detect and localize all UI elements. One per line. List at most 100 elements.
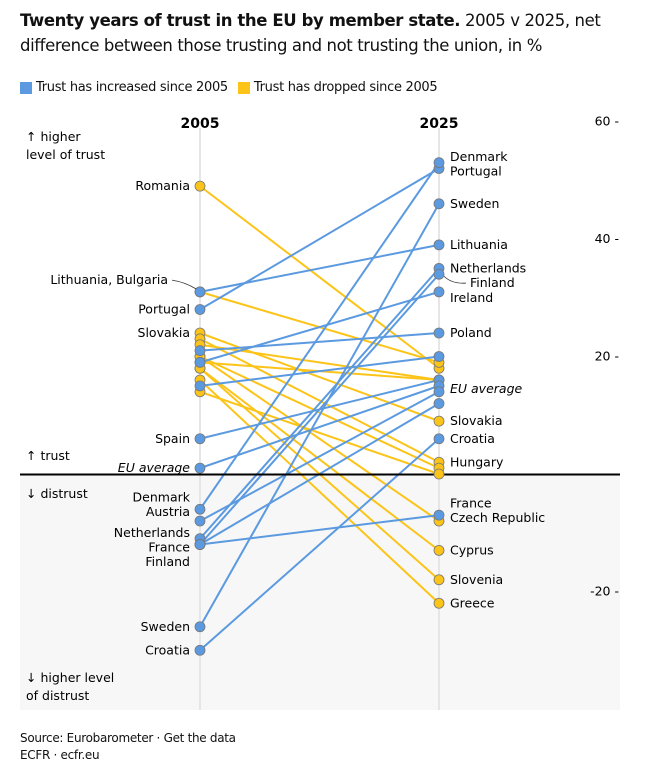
slope-line-eu-average [199, 384, 440, 470]
label-2005: Finland [145, 554, 190, 569]
legend-item-decrease: Trust has dropped since 2005 [237, 80, 438, 95]
slope-line-portugal [199, 167, 440, 311]
slope-line-romania [199, 185, 440, 370]
slope-line-lithuania [199, 243, 440, 293]
dot-2025-slovenia [433, 574, 445, 586]
label-2005: Romania [135, 178, 190, 193]
label-2025: Sweden [450, 196, 499, 211]
dot-2025-malta [433, 351, 445, 362]
legend-label-decrease: Trust has dropped since 2005 [253, 80, 438, 95]
dots [194, 157, 445, 656]
label-2025: Netherlands [450, 260, 526, 275]
annotation-distrust: ↓ distrust [26, 486, 88, 501]
leader-line [171, 279, 197, 290]
dot-2025-poland [433, 327, 445, 339]
dot-2025-lithuania [433, 239, 445, 251]
annotation-trust: ↑ trust [26, 448, 70, 463]
label-2025: Slovenia [450, 572, 503, 587]
slope-line-sweden [199, 203, 440, 628]
y-tick-label: 20 - [595, 349, 619, 364]
dot-2025-ireland [433, 286, 445, 298]
label-2005: Croatia [145, 642, 190, 657]
label-2005: Austria [146, 504, 190, 519]
label-2025: Czech Republic [450, 510, 545, 525]
legend-label-increase: Trust has increased since 2005 [36, 80, 228, 95]
dot-2025-sweden [433, 198, 445, 210]
dot-2025-austria [433, 386, 445, 398]
annotation-higher-trust-1: ↑ higher [26, 129, 81, 144]
dot-2025-france [433, 509, 445, 521]
slope-line-greece [199, 379, 440, 604]
label-2025: Hungary [450, 454, 504, 469]
dot-2025-finland [433, 268, 445, 280]
label-2025: Croatia [450, 431, 495, 446]
credit: ECFR · ecfr.eu [20, 748, 100, 762]
dot-2005-sweden [194, 621, 206, 633]
slope-line-poland [199, 332, 440, 352]
dot-2005-germany [194, 539, 206, 550]
slope-line-czech-republic [199, 355, 440, 522]
slope-line-hungary [199, 337, 440, 464]
slope-lines [199, 162, 440, 651]
label-2025: Poland [450, 325, 492, 340]
label-2025: Denmark [450, 149, 508, 164]
label-2005: Lithuania, Bulgaria [50, 272, 168, 287]
dot-2005-croatia [194, 644, 206, 656]
dot-2005-poland [194, 345, 206, 357]
y-tick-label: 40 - [595, 231, 619, 246]
dot-2025-denmark [433, 157, 445, 169]
dot-2005-austria [194, 515, 206, 527]
dot-2005-lithuania [194, 286, 206, 298]
label-2005: France [148, 539, 190, 554]
label-2025: France [450, 495, 492, 510]
label-2005: EU average [118, 460, 191, 475]
labels: Romania Lithuania, Bulgaria Portugal Slovak… [50, 149, 545, 658]
label-2025: Finland [470, 275, 515, 290]
y-tick-label: -20 - [590, 584, 619, 599]
y-tick-label: 60 - [595, 114, 619, 129]
dot-2005-malta [194, 380, 206, 392]
label-2005: Netherlands [114, 525, 190, 540]
annotation-higher-trust-2: level of trust [26, 147, 105, 162]
dot-2025-slovakia [433, 415, 445, 427]
dot-2005-portugal [194, 304, 206, 315]
label-2005: Slovakia [138, 325, 190, 340]
slope-line-malta [199, 355, 440, 387]
slope-line-ireland [199, 290, 440, 364]
label-2005: Denmark [133, 490, 191, 505]
dot-2005-eu-average [194, 462, 206, 474]
source-note: Source: Eurobarometer · Get the data [20, 731, 236, 745]
label-2005: Sweden [141, 619, 190, 634]
footer: Source: Eurobarometer · Get the data ECF… [20, 730, 236, 764]
label-2005: Portugal [138, 302, 190, 317]
dot-2005-ireland [194, 356, 206, 368]
slope-line-france [199, 514, 440, 546]
leader-line [443, 275, 467, 284]
dot-2025-latvia [433, 468, 445, 480]
label-2005: Spain [155, 431, 190, 446]
dot-2025-germany [433, 398, 445, 409]
slope-line-latvia [199, 390, 440, 475]
legend-swatch-increase [20, 81, 32, 94]
annotation-higher-distrust-1: ↓ higher level [26, 670, 114, 685]
label-2025: Ireland [450, 290, 493, 305]
legend-swatch-decrease [237, 81, 250, 94]
slope-line-finland [199, 273, 440, 546]
column-header-2025: 2025 [420, 116, 459, 132]
label-2025: Lithuania [450, 237, 508, 252]
legend: Trust has increased since 2005 Trust has… [20, 80, 447, 95]
label-2025: Slovakia [450, 413, 502, 428]
dot-2025-greece [433, 597, 445, 609]
label-2025: EU average [450, 381, 523, 396]
dot-2025-croatia [433, 433, 445, 445]
label-2025: Cyprus [450, 542, 494, 557]
slope-line-denmark [199, 162, 440, 510]
slope-line-netherlands [199, 267, 440, 540]
chart-title: Twenty years of trust in the EU by membe… [20, 8, 640, 58]
dot-2005-denmark [194, 503, 206, 515]
dot-2005-spain [194, 433, 206, 445]
dot-2025-cyprus [433, 544, 445, 556]
chart-subtitle: 2005 v 2025, net difference between thos… [20, 11, 601, 55]
slope-line-luxembourg [199, 343, 440, 381]
